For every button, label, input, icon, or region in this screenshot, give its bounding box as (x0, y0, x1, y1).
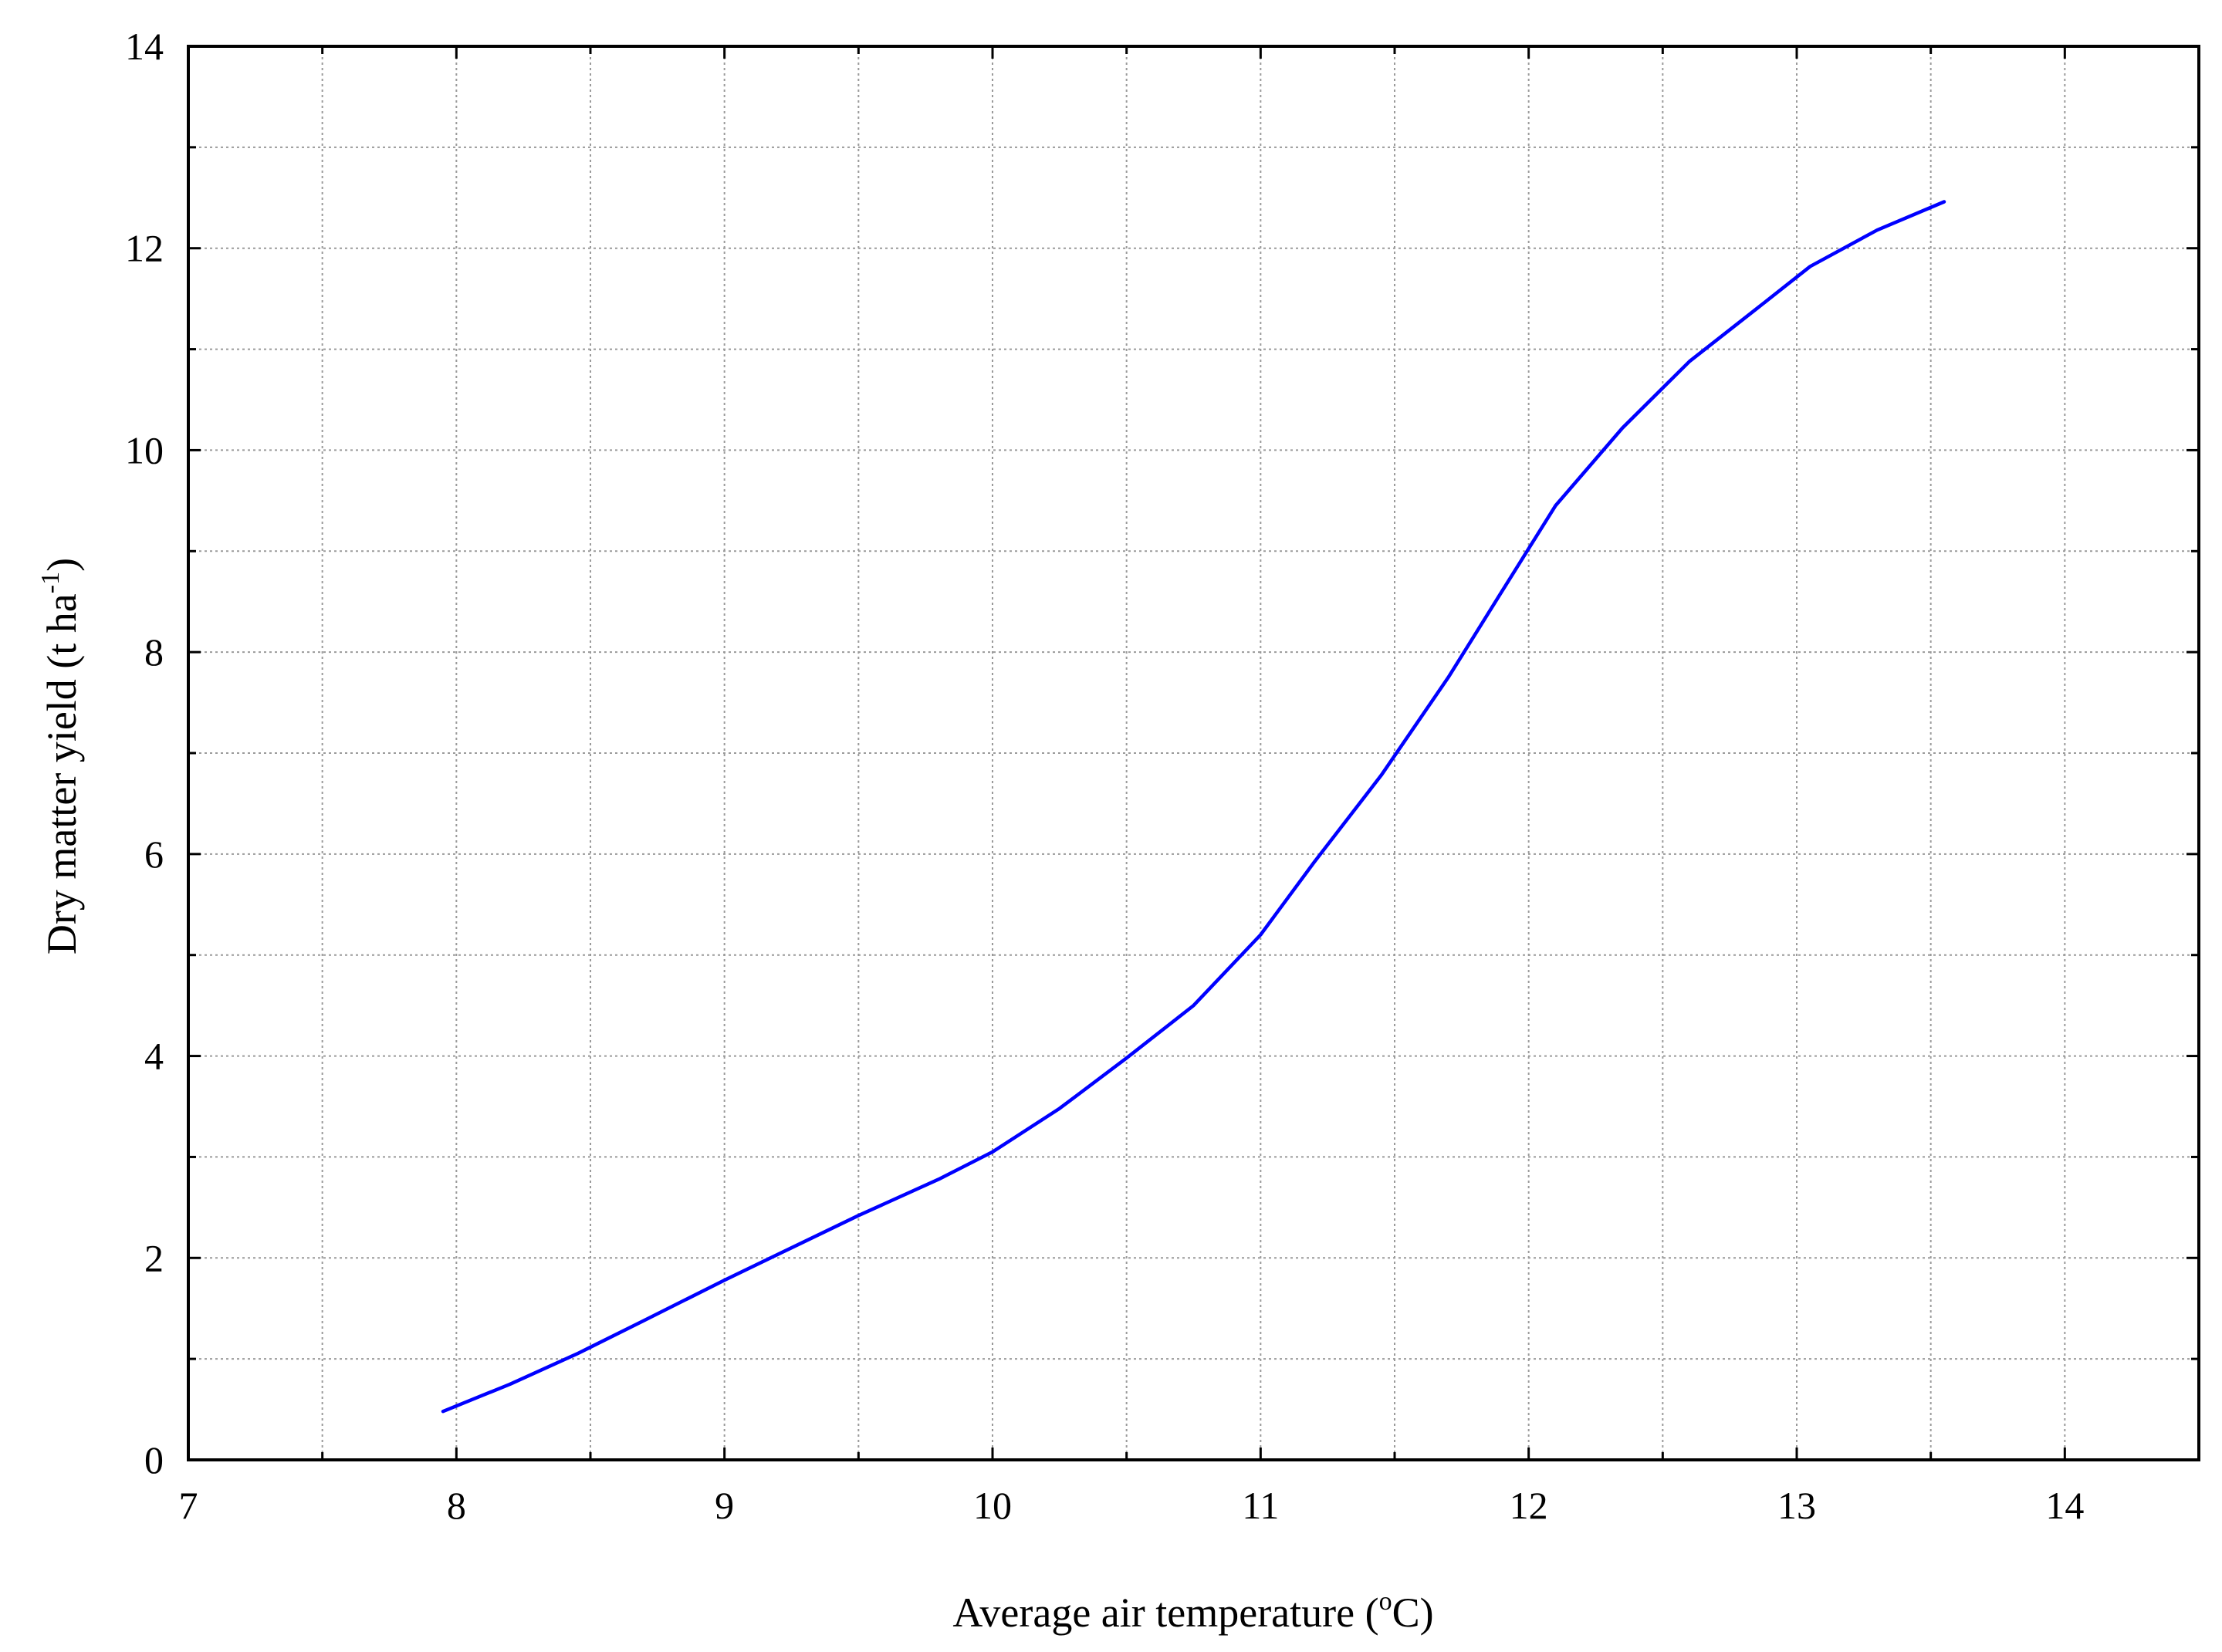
x-axis-label-text: Average air temperature ( (952, 1590, 1378, 1636)
x-tick-label: 7 (179, 1484, 198, 1527)
y-tick-label: 14 (125, 25, 164, 68)
y-axis-label-close: ) (39, 558, 85, 572)
y-tick-label: 6 (144, 833, 164, 876)
tick-marks (187, 45, 2200, 1461)
x-tick-label: 14 (2045, 1484, 2084, 1527)
y-axis-label-text: Dry matter yield (t ha (39, 593, 85, 954)
y-tick-label: 12 (125, 227, 164, 270)
x-tick-label: 9 (715, 1484, 734, 1527)
x-axis-label-unit: C) (1392, 1590, 1434, 1636)
y-tick-label: 4 (144, 1035, 164, 1078)
y-tick-label: 0 (144, 1438, 164, 1481)
x-axis-label: Average air temperature (oC) (952, 1587, 1433, 1636)
x-tick-label: 8 (447, 1484, 466, 1527)
y-tick-label: 8 (144, 630, 164, 674)
y-tick-labels: 0 2 4 6 8 10 12 14 (125, 25, 164, 1481)
y-axis-label: Dry matter yield (t ha-1) (36, 558, 85, 954)
y-tick-label: 10 (125, 428, 164, 471)
x-tick-labels: 7 8 9 10 11 12 13 14 (179, 1484, 2085, 1527)
x-axis-label-superscript: o (1379, 1587, 1392, 1616)
x-tick-label: 10 (973, 1484, 1012, 1527)
grid (188, 46, 2199, 1460)
series-line (441, 200, 1946, 1414)
y-tick-label: 2 (144, 1236, 164, 1279)
x-tick-label: 11 (1242, 1484, 1279, 1527)
x-tick-label: 12 (1510, 1484, 1548, 1527)
y-axis-label-superscript: -1 (36, 572, 65, 593)
x-tick-label: 13 (1777, 1484, 1816, 1527)
